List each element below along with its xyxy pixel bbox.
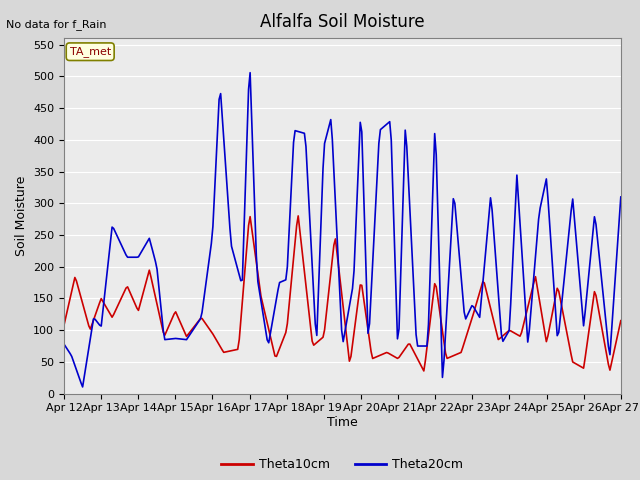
X-axis label: Time: Time: [327, 416, 358, 429]
Line: Theta20cm: Theta20cm: [64, 72, 621, 387]
Theta10cm: [129, 295, 136, 300]
Theta20cm: [246, 70, 254, 75]
Theta20cm: [617, 194, 625, 200]
Theta10cm: [60, 322, 68, 328]
Theta20cm: [589, 230, 596, 236]
Theta20cm: [257, 298, 265, 304]
Theta20cm: [248, 116, 255, 121]
Legend: Theta10cm, Theta20cm: Theta10cm, Theta20cm: [216, 453, 468, 476]
Theta10cm: [244, 223, 252, 228]
Text: No data for f_Rain: No data for f_Rain: [6, 19, 107, 30]
Theta20cm: [228, 243, 236, 249]
Title: Alfalfa Soil Moisture: Alfalfa Soil Moisture: [260, 13, 425, 31]
Theta10cm: [294, 213, 302, 219]
Theta20cm: [79, 384, 86, 390]
Y-axis label: Soil Moisture: Soil Moisture: [15, 176, 28, 256]
Theta10cm: [305, 311, 313, 316]
Theta10cm: [226, 348, 234, 354]
Theta20cm: [60, 341, 68, 347]
Theta10cm: [589, 300, 596, 306]
Theta10cm: [420, 368, 428, 374]
Theta10cm: [254, 271, 262, 277]
Theta10cm: [617, 318, 625, 324]
Theta20cm: [307, 232, 314, 238]
Line: Theta10cm: Theta10cm: [64, 216, 621, 371]
Theta20cm: [130, 254, 138, 260]
Text: TA_met: TA_met: [70, 46, 111, 57]
